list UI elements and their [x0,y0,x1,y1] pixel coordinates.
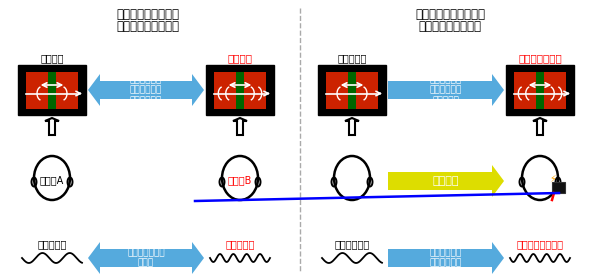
Text: アルファ波の個人差: アルファ波の個人差 [116,8,179,21]
Bar [318,65,386,115]
Text: リズムに個人差
がある: リズムに個人差 がある [127,248,165,268]
Text: 速いリズム: 速いリズム [226,239,254,249]
Text: アルファ波の刺激変化: アルファ波の刺激変化 [415,8,485,21]
Polygon shape [345,118,359,135]
Bar [326,71,378,108]
Text: 固有のリズム: 固有のリズム [334,239,370,249]
Text: 固有の揺れ: 固有の揺れ [337,53,367,63]
Text: 遅い揺れ: 遅い揺れ [40,53,64,63]
Bar [536,71,544,108]
Bar [552,182,565,193]
Text: 遅いリズム: 遅いリズム [37,239,67,249]
Text: 電気刺激: 電気刺激 [433,176,459,186]
Bar [514,71,566,108]
Text: ⚡: ⚡ [550,174,556,184]
Polygon shape [233,118,247,135]
Bar [214,71,266,108]
Bar [26,71,78,108]
Polygon shape [388,242,504,274]
Text: とジター錯視の関係: とジター錯視の関係 [116,20,179,33]
Polygon shape [45,118,59,135]
Text: 速い揺れ: 速い揺れ [227,53,253,63]
Text: とジター錯視の関係: とジター錯視の関係 [419,20,482,33]
Text: 揺れの速さが
アルファ波の
個人差を反映: 揺れの速さが アルファ波の 個人差を反映 [130,75,162,105]
Text: 被験者B: 被験者B [228,175,252,185]
Bar [348,71,356,108]
Bar [506,65,574,115]
Bar [48,71,56,108]
Polygon shape [388,165,504,197]
Polygon shape [88,74,204,106]
Bar [236,71,244,108]
Bar [206,65,274,115]
Polygon shape [88,242,204,274]
Polygon shape [388,74,504,106]
Text: 揺れが速くなる: 揺れが速くなる [518,53,562,63]
Text: 被験者A: 被験者A [40,175,64,185]
Text: リズムが速くなる: リズムが速くなる [517,239,563,249]
Text: 揺れの速さが
アルファ波の
変化を反映: 揺れの速さが アルファ波の 変化を反映 [430,75,462,105]
Bar [18,65,86,115]
Text: アルファ波の
リズムを操作: アルファ波の リズムを操作 [430,248,462,268]
Polygon shape [533,118,547,135]
